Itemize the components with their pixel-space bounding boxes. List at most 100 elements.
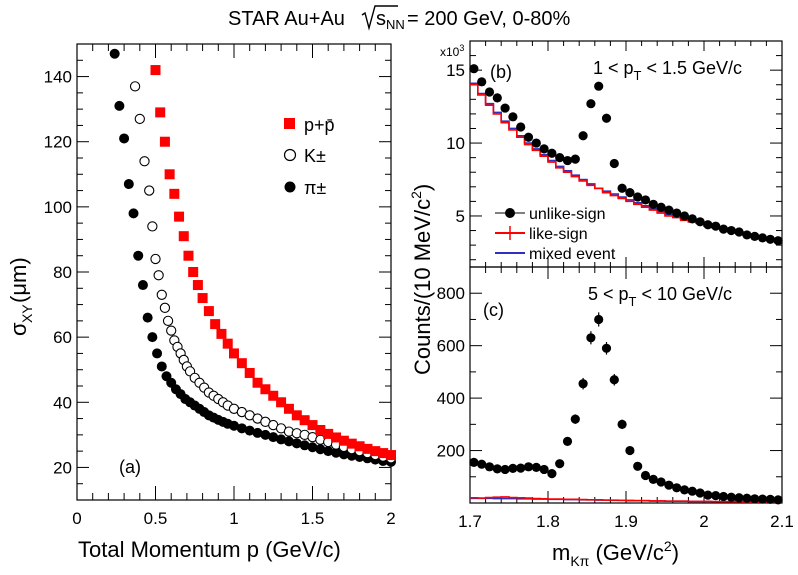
proton-point <box>260 384 271 395</box>
shared-ylabel-text: Counts/(10 MeV/c2) <box>408 184 435 375</box>
legend-marker-kaon <box>283 148 297 162</box>
panel-b-pt-right: < 1.5 GeV/c <box>642 58 743 78</box>
panel-a-ytick-label: 120 <box>44 133 72 152</box>
panel-b-pt-sub: T <box>634 68 642 83</box>
pion-point <box>114 100 125 111</box>
panel-b-legend: unlike-sign like-sign mixed event <box>495 206 616 263</box>
proton-point <box>338 435 349 446</box>
proton-point <box>370 446 381 457</box>
unlike-sign-point-b <box>757 233 768 243</box>
pion-point <box>276 434 287 445</box>
proton-point <box>276 397 287 408</box>
unlike-sign-point-c <box>726 492 736 502</box>
proton-point <box>183 250 194 261</box>
panel-c-pt-right: < 10 GeV/c <box>637 284 733 304</box>
pion-point <box>260 429 271 440</box>
proton-point <box>323 428 334 439</box>
panel-a-ytick-label: 40 <box>53 393 72 412</box>
panel-b-ytick-label: 15 <box>446 61 465 80</box>
unlike-sign-point-b <box>672 208 682 218</box>
unlike-sign-point-c <box>633 461 643 471</box>
pion-point <box>244 425 255 436</box>
panel-a-xtick-label: 0 <box>72 509 81 528</box>
panel-b-ytick-label: 10 <box>446 134 465 153</box>
pion-point <box>299 440 310 451</box>
unlike-sign-point-c <box>523 462 534 472</box>
pion-point <box>307 442 318 453</box>
pion-point <box>338 449 349 460</box>
unlike-sign-point-c <box>617 419 627 429</box>
proton-point <box>222 338 233 349</box>
unlike-sign-point-b <box>734 227 744 237</box>
proton-point <box>244 367 255 378</box>
legend-label-pion: π± <box>304 178 326 198</box>
unlike-sign-point-b <box>601 113 612 123</box>
mixed-event-histogram-b <box>470 82 782 242</box>
panel-c-pt-range: 5 < pT < 10 GeV/c <box>588 284 732 309</box>
unlike-sign-point-b <box>555 153 565 163</box>
proton-point <box>362 443 373 454</box>
proton-point <box>203 306 214 317</box>
title-suffix: = 200 GeV, 0-80% <box>407 8 570 30</box>
panel-a-ylabel-sub: XY <box>19 304 35 323</box>
proton-point <box>354 441 365 452</box>
kaon-point <box>150 253 161 265</box>
proton-point <box>283 403 294 414</box>
unlike-sign-point-b <box>640 195 651 205</box>
kaon-point <box>129 81 141 92</box>
kaon-point <box>144 185 155 196</box>
unlike-sign-point-c <box>695 488 705 498</box>
unlike-sign-point-c <box>609 375 619 385</box>
pion-point <box>123 179 134 190</box>
panel-a-marks <box>109 48 397 467</box>
pion-point <box>137 280 148 291</box>
unlike-sign-point-c <box>594 314 604 325</box>
panel-c-xtick-label: 2.1 <box>770 512 794 531</box>
unlike-sign-point-c <box>562 436 573 446</box>
panel-a-xlabel: Total Momentum p (GeV/c) <box>78 537 341 562</box>
kaon-point <box>147 221 158 232</box>
pion-point <box>315 444 326 455</box>
unlike-sign-point-c <box>711 491 721 501</box>
panel-a-xtick-label: 1 <box>229 509 238 528</box>
panel-b: 5 10 15 x103 (b) 1 < pT < 1.5 GeV/c unlike… <box>440 40 783 268</box>
proton-point <box>178 231 189 242</box>
proton-point <box>331 432 342 443</box>
unlike-sign-point-b <box>516 122 526 132</box>
panel-b-multiplier-exp: 3 <box>459 43 464 53</box>
kaon-point <box>134 113 145 125</box>
panel-b-ytick-label: 5 <box>456 207 465 226</box>
proton-point <box>216 328 227 339</box>
proton-point <box>159 136 170 147</box>
panel-b-pt-range: 1 < pT < 1.5 GeV/c <box>593 58 742 83</box>
panel-b-pt-left: 1 < p <box>593 58 634 78</box>
unlike-sign-point-b <box>508 112 518 122</box>
unlike-sign-point-c <box>648 474 658 484</box>
proton-point <box>291 410 302 421</box>
shared-ylabel-main: Counts/(10 MeV/c <box>410 199 435 375</box>
unlike-sign-point-b <box>492 93 502 103</box>
legend-marker-proton <box>284 118 295 129</box>
unlike-sign-point-b <box>711 221 721 231</box>
unlike-sign-point-b <box>750 231 760 241</box>
panel-c-ytick-label: 400 <box>437 389 465 408</box>
unlike-sign-point-c <box>742 493 752 503</box>
proton-point <box>210 319 221 330</box>
panel-c-xlabel: mKπ (GeV/c2) <box>552 538 679 569</box>
pion-point <box>252 427 263 438</box>
unlike-sign-point-c <box>687 486 697 496</box>
panel-b-ticks: 5 10 15 <box>446 41 783 267</box>
unlike-sign-point-c <box>547 469 557 479</box>
unlike-sign-point-c <box>484 462 495 472</box>
sqrt-symbol <box>361 5 398 31</box>
panel-a-ylabel-unit: (μm) <box>6 257 31 303</box>
like-sign-histogram-c <box>470 496 782 504</box>
kaon-point <box>156 289 167 300</box>
panel-c-ytick-label: 800 <box>437 284 465 303</box>
proton-point <box>307 420 318 431</box>
unlike-sign-point-b <box>664 205 674 215</box>
unlike-sign-point-c <box>539 464 549 475</box>
panel-a-ytick-label: 80 <box>53 263 72 282</box>
unlike-sign-point-b <box>742 230 752 240</box>
panel-a-xtick-label: 2 <box>386 509 395 528</box>
